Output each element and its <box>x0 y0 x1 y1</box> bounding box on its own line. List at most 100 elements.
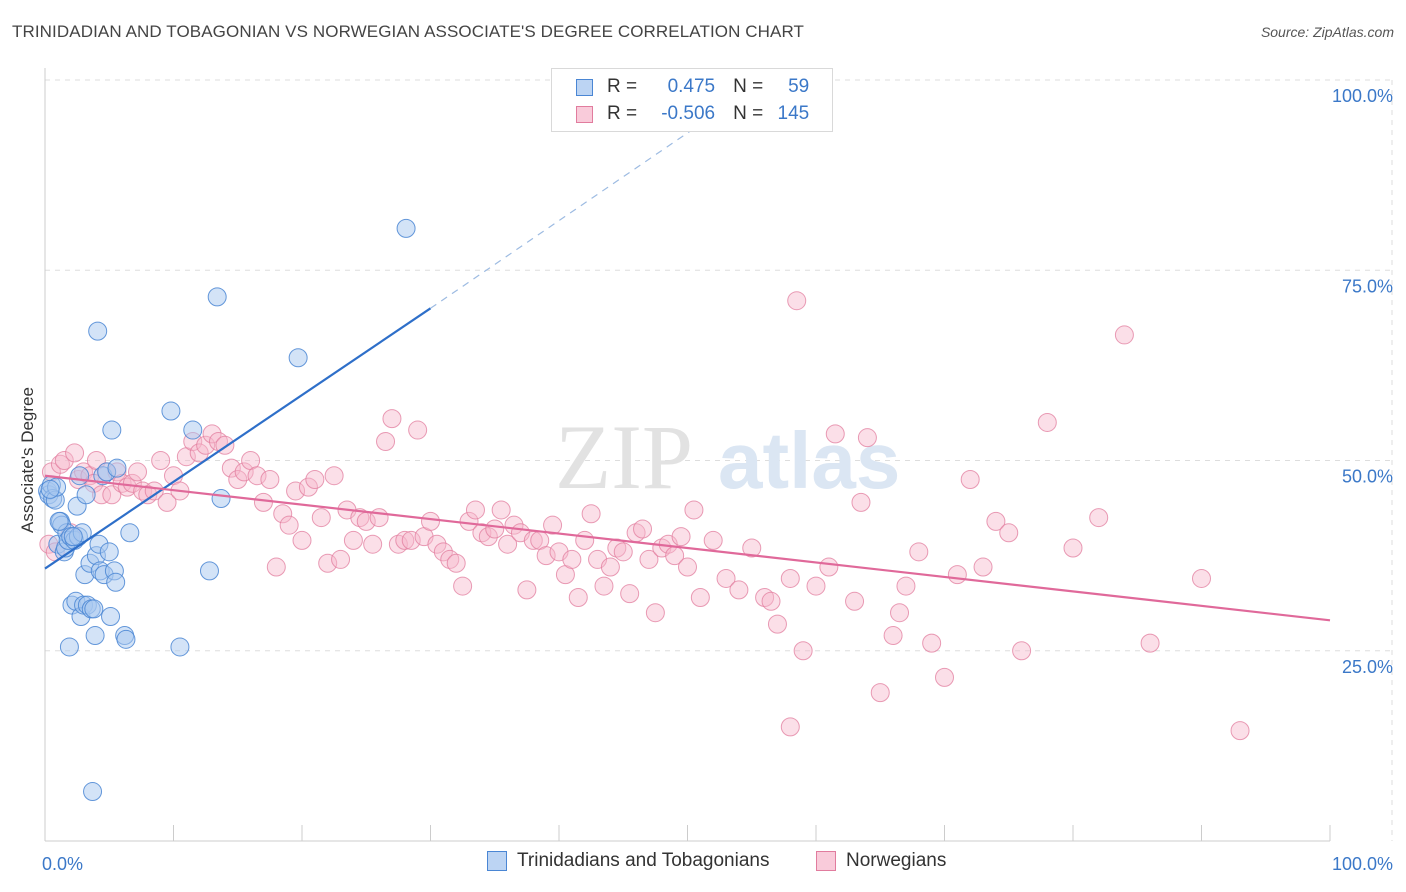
trinidadian-point <box>170 637 190 657</box>
norwegian-point <box>286 481 306 501</box>
watermark: ZIP atlas <box>555 406 900 508</box>
norwegian-point <box>343 530 363 550</box>
trinidadian-point <box>99 542 119 562</box>
trinidadian-point <box>83 782 103 802</box>
norwegian-point <box>825 424 845 444</box>
norwegian-point <box>600 557 620 577</box>
trinidadian-point <box>116 629 136 649</box>
trinidadian-point <box>102 420 122 440</box>
series-legend: Trinidadians and Tobagonians Norwegians <box>0 850 1406 878</box>
norwegian-point <box>806 576 826 596</box>
trinidadian-point <box>49 511 69 531</box>
norwegian-point <box>331 549 351 569</box>
norwegian-point <box>851 492 871 512</box>
trinidadian-point <box>183 420 203 440</box>
norwegian-point <box>620 584 640 604</box>
trinidadian-point <box>288 348 308 368</box>
x-tick-label-max: 100.0% <box>1332 854 1393 874</box>
grid-lines <box>45 79 1393 841</box>
norwegian-point <box>767 614 787 634</box>
trinidadian-point <box>107 458 127 478</box>
norwegian-point <box>253 492 273 512</box>
norwegian-point <box>536 546 556 566</box>
norwegian-trend-line <box>44 474 1331 622</box>
norwegian-point <box>690 587 710 607</box>
norwegian-point <box>729 580 749 600</box>
legend-swatch-blue <box>576 78 593 96</box>
norwegian-point <box>427 534 447 554</box>
x-tick-label-min: 0.0% <box>42 854 83 874</box>
norwegian-point <box>562 549 582 569</box>
series-swatch-pink <box>816 851 836 871</box>
norwegian-point <box>318 553 338 573</box>
norwegian-point <box>703 530 723 550</box>
trinidadian-point <box>120 523 140 543</box>
axes <box>44 68 1331 842</box>
norwegian-point <box>196 435 216 455</box>
series-legend-label: Norwegians <box>846 850 947 871</box>
norwegian-point <box>890 603 910 623</box>
norwegian-point <box>485 519 505 539</box>
norwegian-point <box>228 470 248 490</box>
norwegian-point <box>221 458 241 478</box>
norwegian-point <box>382 409 402 429</box>
norwegian-point <box>986 511 1006 531</box>
norwegian-point <box>960 470 980 490</box>
norwegian-point <box>684 500 704 520</box>
norwegian-point <box>234 462 254 482</box>
norwegian-point <box>446 553 466 573</box>
legend-row-norwegians: R = -0.506 N = 145 <box>576 101 809 127</box>
trinidadian-point <box>70 466 90 486</box>
norwegian-point <box>870 683 890 703</box>
norwegian-point <box>639 549 659 569</box>
norwegian-point <box>279 515 299 535</box>
trinidadian-point <box>211 489 231 509</box>
norwegian-point <box>742 538 762 558</box>
norwegian-point <box>1037 412 1057 432</box>
norwegian-point <box>122 473 142 493</box>
norwegian-point <box>478 527 498 547</box>
norwegian-point <box>613 542 633 562</box>
norwegian-point <box>247 466 267 486</box>
norwegian-point <box>363 534 383 554</box>
norwegian-point <box>633 519 653 539</box>
legend-r-label: R = <box>607 103 638 124</box>
norwegian-point <box>54 451 74 470</box>
legend-row-trinidadian: R = 0.475 N = 59 <box>576 74 809 100</box>
trend-lines <box>44 106 1331 622</box>
norwegian-point <box>157 492 177 512</box>
norwegian-point <box>117 477 137 497</box>
norwegian-point <box>260 470 280 490</box>
norwegian-point <box>594 576 614 596</box>
trinidadian-point <box>106 572 126 592</box>
norwegian-point <box>311 508 331 528</box>
trinidadian-point <box>88 321 108 341</box>
norwegian-point <box>376 431 396 451</box>
legend-r-label: R = <box>607 76 638 97</box>
norwegian-point <box>909 542 929 562</box>
norwegian-point <box>575 530 595 550</box>
norwegian-point <box>202 424 222 444</box>
norwegian-point <box>819 557 839 577</box>
norwegian-point <box>780 717 800 737</box>
y-tick-label: 75.0% <box>1342 276 1393 296</box>
trinidadian-point <box>207 287 227 307</box>
norwegian-point <box>433 542 453 562</box>
norwegian-point <box>50 454 70 474</box>
trinidadian-point <box>63 527 83 547</box>
norwegian-point <box>465 500 485 520</box>
watermark-zip: ZIP <box>555 406 693 508</box>
trinidadian-point <box>76 485 96 505</box>
norwegian-point <box>896 576 916 596</box>
trinidadian-point <box>101 607 121 627</box>
norwegian-point <box>273 504 293 524</box>
y-tick-label: 100.0% <box>1332 86 1393 106</box>
trinidadian-points <box>38 218 416 802</box>
norwegian-point <box>1230 721 1250 741</box>
norwegian-point <box>883 626 903 646</box>
axis-labels: 25.0% 50.0% 75.0% 100.0% 0.0% 100.0% Associate… <box>18 86 1393 874</box>
norwegian-point <box>324 466 344 486</box>
norwegian-point <box>128 462 148 482</box>
norwegian-point <box>305 470 325 490</box>
